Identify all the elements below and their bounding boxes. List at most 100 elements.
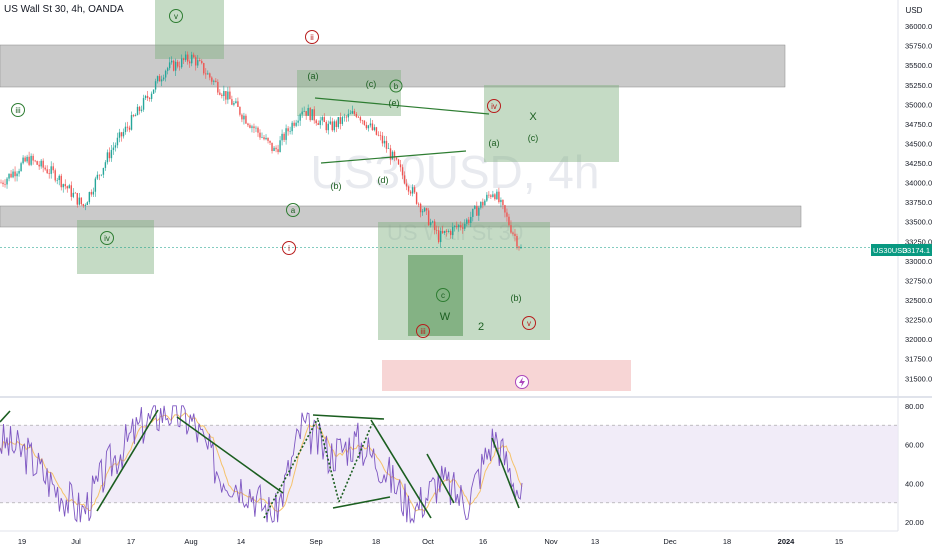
candle (189, 59, 191, 68)
candle (444, 230, 446, 235)
red-target-box[interactable] (382, 360, 631, 391)
symbol-header[interactable]: US Wall St 30, 4h, OANDA (4, 4, 128, 15)
wave-c-label[interactable]: c (436, 288, 450, 302)
wave-iv-label[interactable]: iv (100, 231, 114, 245)
price-tick-label: 32750.0 (905, 276, 932, 285)
candle (253, 123, 255, 133)
candle (18, 168, 20, 177)
wave-i-label[interactable]: i (282, 241, 296, 255)
svg-text:v: v (527, 319, 531, 328)
drawing-zones[interactable] (0, 0, 802, 391)
candle (168, 57, 171, 71)
price-trendlines[interactable] (314, 97, 490, 164)
gray-support-zone[interactable] (0, 205, 802, 228)
candles-layer (0, 51, 522, 251)
wave-v-right-label[interactable]: v (522, 316, 536, 330)
wave-a-label[interactable]: a (286, 203, 300, 217)
candle (88, 191, 91, 205)
candle (383, 135, 386, 148)
wave-iii-lower-label[interactable]: iii (416, 324, 430, 338)
rsi-tick-label: 80.00 (905, 402, 924, 411)
candle (464, 219, 466, 232)
candle (468, 216, 470, 226)
candle (365, 121, 368, 131)
rsi-trend-5[interactable] (312, 414, 385, 420)
candle (401, 164, 404, 180)
price-axis[interactable]: 36000.0 35750.0 35500.0 35250.0 35000.0 34750… (905, 22, 932, 383)
rsi-axis[interactable]: 80.00 60.00 40.00 20.00 (905, 402, 924, 527)
candle (229, 86, 231, 100)
candle (431, 220, 434, 224)
candle (247, 122, 249, 127)
rsi-trend-8[interactable] (332, 496, 391, 509)
rsi-trend-3[interactable] (176, 416, 284, 494)
candle (30, 153, 32, 167)
rsi-trend-1[interactable] (0, 410, 11, 423)
candle (319, 116, 321, 129)
candle (361, 119, 364, 125)
candle (2, 180, 4, 187)
candle (466, 218, 468, 227)
candle (313, 106, 315, 124)
symbol-title[interactable]: US Wall St 30, 4h, OANDA (4, 4, 124, 15)
svg-text:ii: ii (310, 33, 314, 42)
candle (223, 85, 225, 101)
rsi-trend-2[interactable] (96, 409, 159, 512)
candle (321, 115, 323, 126)
last-price-value: 33174.1 (903, 246, 930, 255)
candle (239, 106, 241, 117)
candle (357, 115, 360, 119)
candle (16, 171, 18, 182)
candle (245, 113, 247, 125)
candle (407, 185, 410, 195)
wave-iii-label[interactable]: iii (11, 103, 25, 117)
candle (293, 120, 295, 128)
candle (502, 199, 504, 210)
price-tick-label: 36000.0 (905, 22, 932, 31)
triangle-lower-line[interactable] (320, 150, 467, 164)
green-box-w[interactable] (378, 222, 550, 340)
price-tick-label: 33750.0 (905, 198, 932, 207)
green-box-x[interactable] (484, 85, 619, 162)
candle (106, 149, 109, 165)
candle (231, 95, 233, 106)
wave-labels[interactable]: iii v iv ii i a (11, 9, 539, 389)
gray-resistance-zone[interactable] (0, 44, 786, 88)
time-tick-label: 18 (372, 537, 380, 546)
candle (22, 155, 24, 165)
wave-v-label[interactable]: v (169, 9, 183, 23)
candle (211, 76, 213, 85)
rsi-trend-4-dotted[interactable] (263, 417, 319, 519)
wave-b-label[interactable]: b (389, 79, 403, 93)
candle (389, 144, 392, 165)
candle (90, 189, 93, 197)
rsi-tick-label: 60.00 (905, 441, 924, 450)
wave-ii-label[interactable]: ii (305, 30, 319, 44)
candle (104, 160, 107, 171)
rsi-tick-label: 20.00 (905, 518, 924, 527)
candle (488, 191, 490, 199)
rsi-trend-10[interactable] (426, 453, 455, 504)
candle (309, 107, 311, 122)
candle (199, 57, 201, 62)
candle (94, 176, 97, 197)
candle (263, 134, 265, 141)
wave-iv-right-label[interactable]: iv (487, 99, 501, 113)
green-box-inner-c[interactable] (408, 255, 463, 336)
rsi-lines-layer (0, 405, 523, 524)
candle (108, 147, 111, 162)
rsi-trend-11[interactable] (491, 437, 520, 509)
candle (411, 184, 414, 197)
green-box-v[interactable] (155, 0, 224, 59)
time-tick-label: 17 (127, 537, 135, 546)
price-tick-label: 35000.0 (905, 100, 932, 109)
rsi-trend-9[interactable] (370, 419, 432, 519)
candle (405, 179, 408, 191)
time-axis[interactable]: 19 Jul 17 Aug 14 Sep 18 Oct 16 Nov 13 Dec 18 2024 15 (18, 537, 843, 546)
rsi-trendlines[interactable] (0, 409, 520, 519)
triangle-upper-line[interactable] (314, 97, 490, 115)
candle (130, 111, 133, 131)
alert-icon[interactable] (515, 375, 529, 389)
